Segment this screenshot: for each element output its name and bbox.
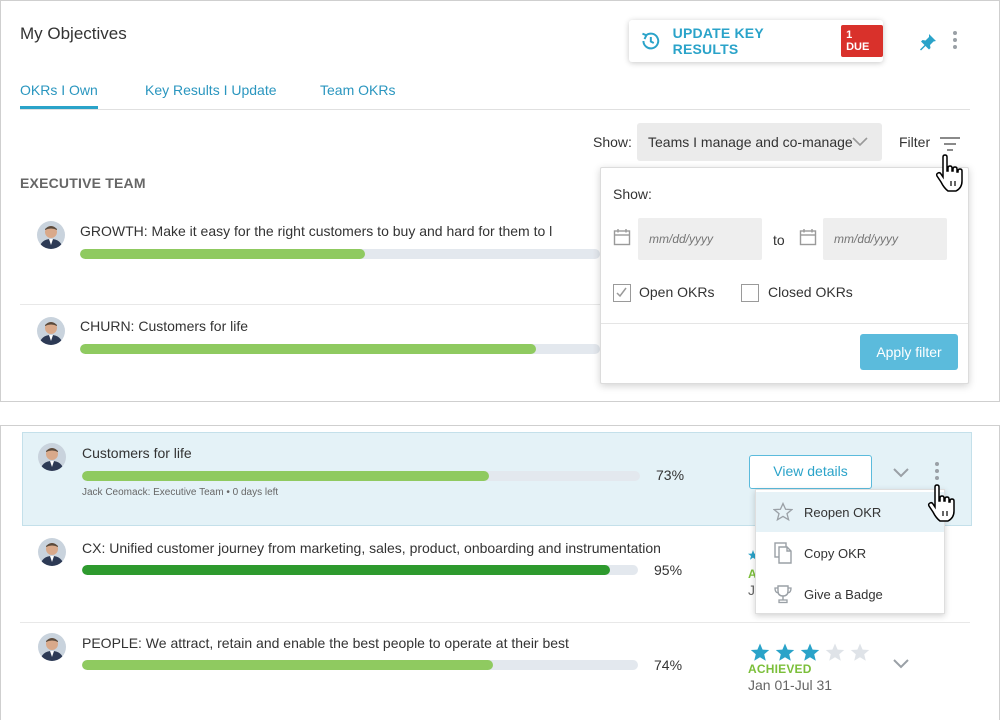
row-action-menu: Reopen OKR Copy OKR Give a Badge: [755, 489, 945, 614]
menu-item-label: Reopen OKR: [804, 504, 882, 520]
open-okrs-label[interactable]: Open OKRs: [639, 284, 715, 300]
section-heading: EXECUTIVE TEAM: [20, 175, 146, 191]
progress-percent: 95%: [654, 562, 683, 578]
objective-title[interactable]: CHURN: Customers for life: [80, 318, 249, 334]
update-key-results-label: UPDATE KEY RESULTS: [672, 25, 764, 57]
view-details-button[interactable]: View details: [749, 455, 872, 489]
pin-icon[interactable]: [918, 32, 938, 52]
update-key-results-button[interactable]: UPDATE KEY RESULTS 1 DUE: [629, 20, 883, 62]
menu-item-label: Give a Badge: [804, 586, 883, 602]
star-icon: [748, 550, 758, 560]
row-divider: [20, 304, 600, 305]
tab-okrs-i-own[interactable]: OKRs I Own: [20, 82, 98, 98]
progress-bar: [82, 660, 638, 670]
copy-icon: [772, 542, 794, 564]
more-options-icon[interactable]: [950, 31, 960, 53]
tab-team-okrs[interactable]: Team OKRs: [320, 82, 396, 98]
avatar: [38, 633, 66, 661]
status-badge: ACHIEVED: [748, 662, 812, 676]
date-to-input[interactable]: [823, 218, 947, 260]
row-divider: [20, 622, 970, 623]
page-title: My Objectives: [20, 24, 127, 43]
date-from-input[interactable]: [638, 218, 762, 260]
progress-bar: [80, 249, 600, 259]
progress-bar: [82, 471, 640, 481]
show-select[interactable]: Teams I manage and co-manage: [637, 123, 882, 161]
avatar: [37, 317, 65, 345]
open-okrs-checkbox[interactable]: [613, 284, 631, 302]
closed-okrs-label[interactable]: Closed OKRs: [768, 284, 853, 300]
chevron-down-icon[interactable]: [892, 658, 910, 670]
star-filled-icon[interactable]: [800, 643, 820, 662]
show-label: Show:: [593, 134, 632, 150]
progress-percent: 74%: [654, 657, 683, 673]
progress-bar: [82, 565, 638, 575]
days-left: 0 days left: [232, 487, 279, 498]
meta-separator-icon: •: [226, 487, 233, 498]
menu-item-reopen-okr[interactable]: Reopen OKR: [756, 492, 944, 532]
row-more-options-icon[interactable]: [932, 462, 942, 484]
objective-title[interactable]: GROWTH: Make it easy for the right custo…: [80, 223, 553, 239]
menu-item-copy-okr[interactable]: Copy OKR: [756, 533, 944, 573]
filter-label[interactable]: Filter: [899, 134, 931, 150]
tabs-divider: [20, 109, 970, 110]
apply-filter-button[interactable]: Apply filter: [860, 334, 958, 370]
avatar: [37, 221, 65, 249]
star-empty-icon[interactable]: [850, 643, 870, 662]
tab-key-results-i-update[interactable]: Key Results I Update: [145, 82, 277, 98]
star-rating[interactable]: [750, 643, 875, 662]
avatar: [38, 443, 66, 471]
checkmark-icon: [616, 287, 627, 298]
calendar-icon[interactable]: [613, 228, 631, 246]
date-range: Jan 01-Jul 31: [748, 677, 833, 693]
refresh-clock-icon: [642, 32, 660, 50]
filter-show-label: Show:: [613, 186, 652, 202]
hand-cursor-icon: [935, 154, 963, 192]
star-filled-icon[interactable]: [750, 643, 770, 662]
objective-title[interactable]: Customers for life: [82, 445, 192, 461]
hand-cursor-icon: [927, 484, 955, 522]
closed-okrs-checkbox[interactable]: [741, 284, 759, 302]
status-badge: A: [748, 567, 757, 581]
avatar: [38, 538, 66, 566]
chevron-down-icon[interactable]: [892, 467, 910, 479]
menu-item-give-a-badge[interactable]: Give a Badge: [756, 574, 944, 614]
menu-item-label: Copy OKR: [804, 545, 867, 561]
owner-name: Jack Ceomack: Executive Team: [82, 487, 224, 498]
progress-percent: 73%: [656, 467, 685, 483]
date-range-to-label: to: [773, 232, 785, 248]
owner-meta: Jack Ceomack: Executive Team • 0 days le…: [82, 487, 278, 498]
active-tab-indicator: [20, 106, 98, 109]
star-empty-icon[interactable]: [825, 643, 845, 662]
filter-dropdown: Show: to Open OKRs Closed OKRs Apply fil…: [600, 167, 969, 384]
progress-bar: [80, 344, 600, 354]
objective-title[interactable]: PEOPLE: We attract, retain and enable th…: [82, 635, 569, 651]
trophy-icon: [772, 583, 794, 605]
star-outline-icon: [772, 501, 794, 523]
filter-icon[interactable]: [940, 136, 960, 152]
due-badge: 1 DUE: [841, 25, 883, 57]
star-filled-icon[interactable]: [775, 643, 795, 662]
show-select-value: Teams I manage and co-manage: [648, 134, 853, 150]
chevron-down-icon: [852, 137, 868, 147]
date-range: J: [748, 582, 755, 598]
calendar-icon[interactable]: [799, 228, 817, 246]
filter-divider: [601, 323, 968, 324]
objective-title[interactable]: CX: Unified customer journey from market…: [82, 540, 661, 556]
